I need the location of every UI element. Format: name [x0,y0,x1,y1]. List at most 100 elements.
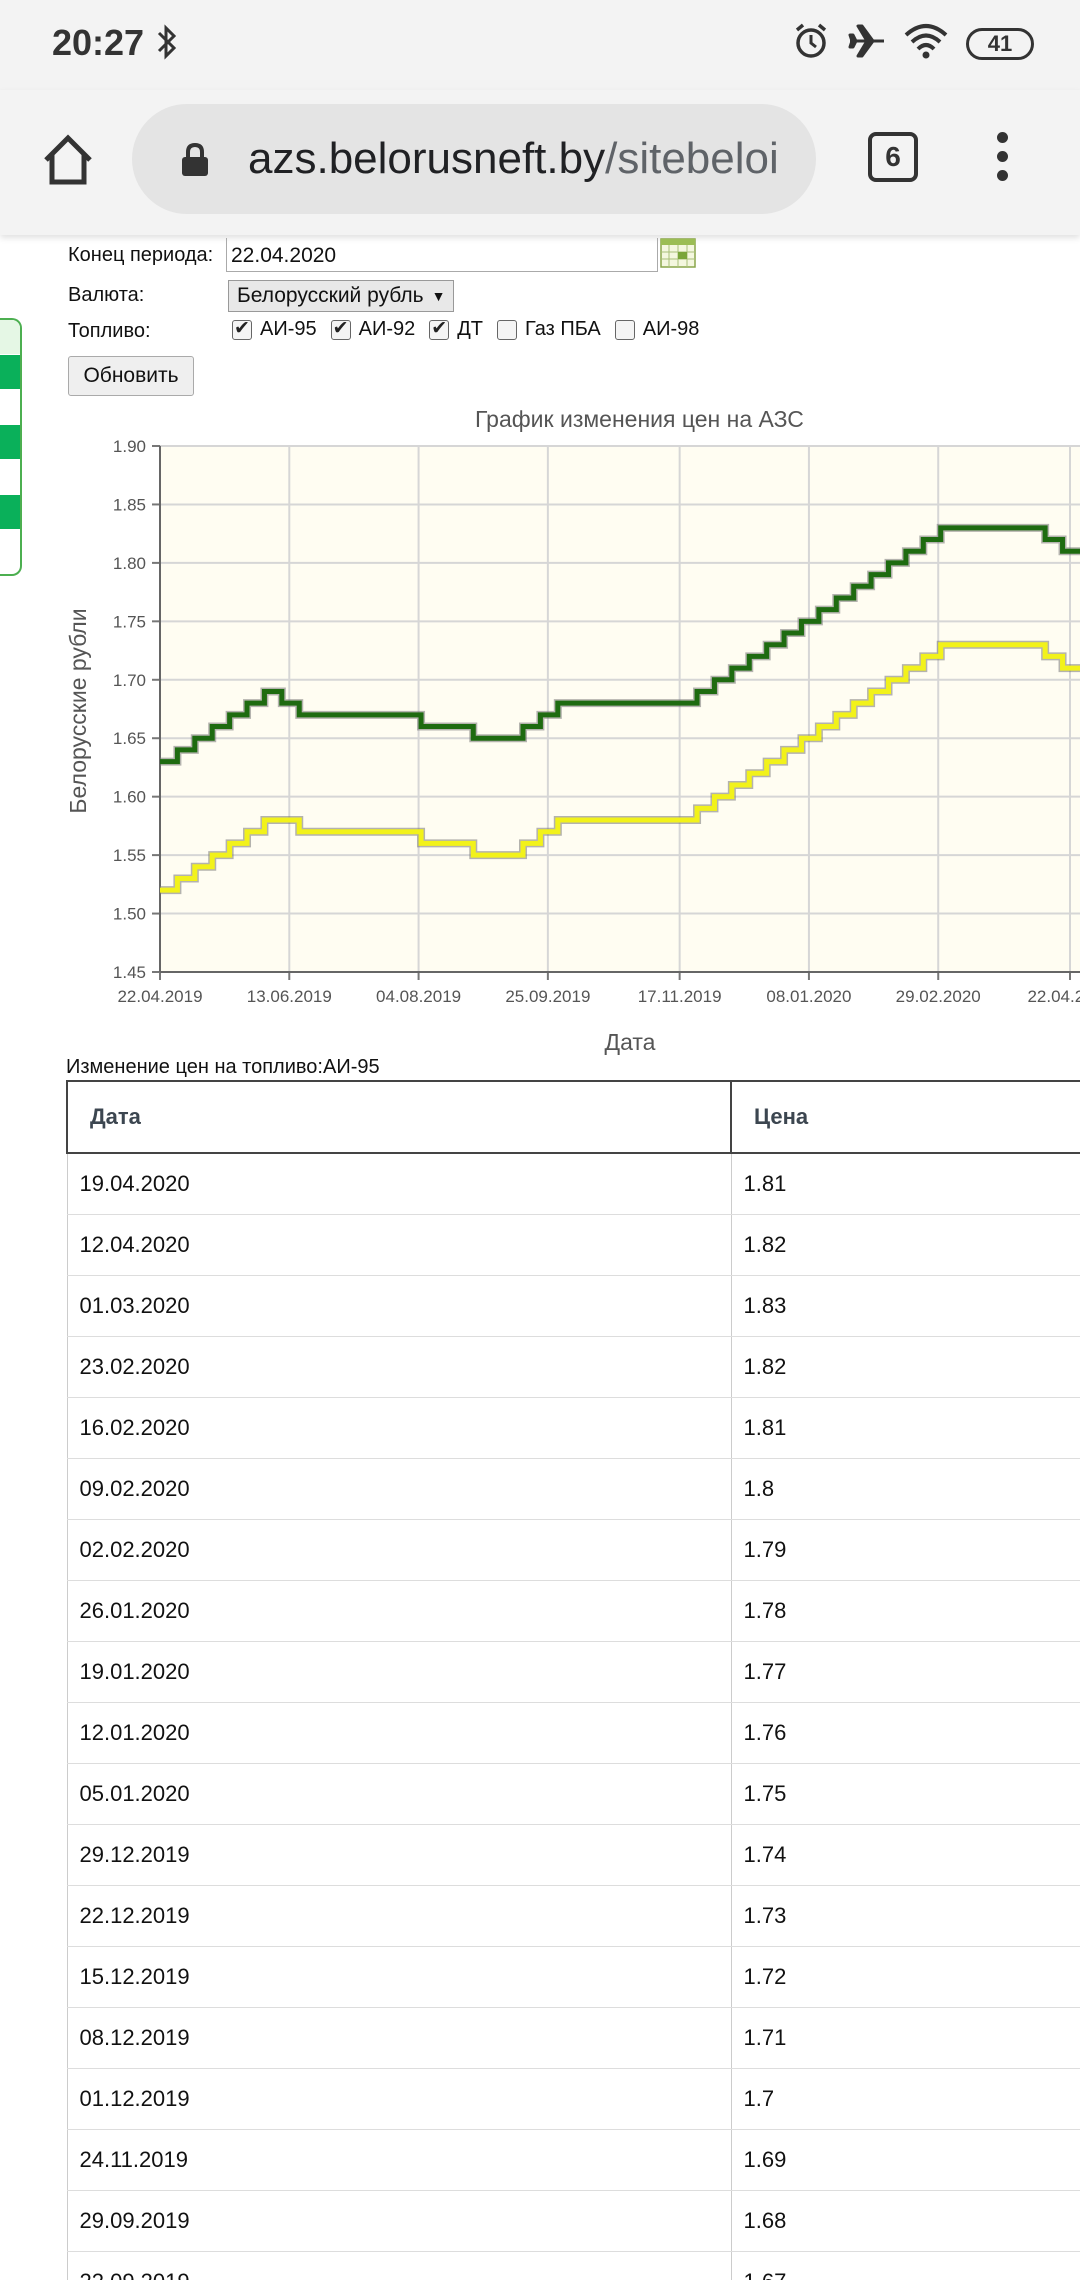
url-text: azs.belorusneft.by/sitebeloi [248,134,808,184]
fuel-checkboxes: АИ-95 АИ-92 ДТ Газ ПБА АИ-98 [232,317,713,341]
url-bar[interactable]: azs.belorusneft.by/sitebeloi [132,104,816,214]
status-bar: 20:27 41 [0,0,1080,90]
bluetooth-icon [156,24,178,65]
x-tick-label: 08.01.2020 [766,987,851,1006]
table-row: 02.02.2020 1.79 [66,1519,1080,1581]
table-row: 26.01.2020 1.78 [66,1580,1080,1642]
currency-value: Белорусский рубль [237,284,424,307]
table-body: 19.04.2020 1.81 12.04.2020 1.82 01.03.2020 1.… [66,1153,1080,2280]
side-panel-tab[interactable] [0,318,22,576]
column-header-price[interactable]: Цена [730,1080,1080,1154]
checkbox-ai98[interactable] [614,319,635,340]
table-row: 12.04.2020 1.82 [66,1214,1080,1276]
fuel-option-label: АИ-92 [358,318,416,340]
y-tick-label: 1.90 [113,437,146,456]
cell-price: 1.82 [730,1336,1080,1398]
cell-date: 19.01.2020 [66,1641,732,1703]
cell-date: 29.12.2019 [66,1824,732,1886]
fuel-option-label: АИ-98 [642,318,700,340]
table-row: 22.12.2019 1.73 [66,1885,1080,1947]
cell-date: 24.11.2019 [66,2129,732,2191]
y-tick-label: 1.60 [113,788,146,807]
cell-date: 08.12.2019 [66,2007,732,2069]
cell-price: 1.68 [730,2190,1080,2252]
y-tick-label: 1.55 [113,846,146,865]
cell-price: 1.71 [730,2007,1080,2069]
cell-price: 1.74 [730,1824,1080,1886]
cell-date: 01.12.2019 [66,2068,732,2130]
cell-price: 1.82 [730,1214,1080,1276]
refresh-button[interactable]: Обновить [68,356,194,396]
table-row: 29.12.2019 1.74 [66,1824,1080,1886]
y-tick-label: 1.80 [113,554,146,573]
checkbox-ai92[interactable] [330,317,351,340]
table-row: 19.04.2020 1.81 [66,1153,1080,1215]
checkbox-gas[interactable] [497,319,518,340]
chart-title: График изменения цен на АЗС [475,406,804,432]
cell-date: 12.04.2020 [66,1214,732,1276]
browser-toolbar: azs.belorusneft.by/sitebeloi 6 [0,90,1080,235]
cell-date: 22.09.2019 [66,2251,732,2280]
cell-price: 1.75 [730,1763,1080,1825]
y-tick-label: 1.45 [113,963,146,982]
overflow-menu-icon[interactable] [990,132,1014,188]
fuel-option-ai95[interactable]: АИ-95 [232,317,317,341]
calendar-icon[interactable] [660,238,696,268]
table-row: 29.09.2019 1.68 [66,2190,1080,2252]
fuel-option-ai98[interactable]: АИ-98 [614,318,700,341]
cell-date: 02.02.2020 [66,1519,732,1581]
dropdown-arrow-icon: ▼ [431,288,446,304]
table-row: 24.11.2019 1.69 [66,2129,1080,2191]
x-tick-label: 29.02.2020 [896,987,981,1006]
cell-price: 1.79 [730,1519,1080,1581]
x-axis-title: Дата [605,1029,656,1055]
y-tick-label: 1.75 [113,612,146,631]
checkbox-dt[interactable] [429,317,450,340]
fuel-option-gas[interactable]: Газ ПБА [497,318,601,341]
price-chart-svg: 1.90 1.85 1.80 1.75 1.70 1.65 1.60 1.55 1.50 1.45… [65,437,1080,1055]
fuel-label: Топливо: [68,320,151,342]
fuel-option-ai92[interactable]: АИ-92 [330,317,416,341]
series-line [160,525,1080,765]
y-tick-label: 1.50 [113,905,146,924]
cell-date: 01.03.2020 [66,1275,732,1337]
alarm-icon [792,22,830,65]
cell-date: 23.02.2020 [66,1336,732,1398]
cell-price: 1.83 [730,1275,1080,1337]
cell-date: 05.01.2020 [66,1763,732,1825]
column-header-date[interactable]: Дата [66,1080,732,1154]
home-icon[interactable] [38,130,98,190]
table-row: 23.02.2020 1.82 [66,1336,1080,1398]
url-host: azs.belorusneft.by [248,134,606,183]
cell-price: 1.76 [730,1702,1080,1764]
cell-date: 16.02.2020 [66,1397,732,1459]
price-table: Дата Цена 19.04.2020 1.81 12.04.2020 1.82 01… [66,1080,1080,2280]
cell-date: 15.12.2019 [66,1946,732,2008]
period-end-input[interactable]: 22.04.2020 [226,238,658,272]
x-tick-label: 13.06.2019 [247,987,332,1006]
cell-date: 29.09.2019 [66,2190,732,2252]
wifi-icon [904,23,948,64]
url-path: /sitebeloi [605,134,779,183]
status-time: 20:27 [52,22,145,63]
x-tick-label: 22.04.2019 [117,987,202,1006]
cell-price: 1.81 [730,1153,1080,1215]
fuel-option-label: ДТ [457,318,484,340]
x-tick-label: 04.08.2019 [376,987,461,1006]
cell-price: 1.8 [730,1458,1080,1520]
cell-price: 1.77 [730,1641,1080,1703]
tab-switcher-button[interactable]: 6 [868,132,918,182]
y-tick-label: 1.85 [113,495,146,514]
table-row: 01.12.2019 1.7 [66,2068,1080,2130]
table-row: 09.02.2020 1.8 [66,1458,1080,1520]
cell-price: 1.69 [730,2129,1080,2191]
table-row: 12.01.2020 1.76 [66,1702,1080,1764]
cell-price: 1.7 [730,2068,1080,2130]
battery-icon: 41 [966,27,1034,60]
checkbox-ai95[interactable] [232,317,252,340]
airplane-icon [848,22,886,65]
table-row: 19.01.2020 1.77 [66,1641,1080,1703]
currency-select[interactable]: Белорусский рубль ▼ [228,280,455,312]
fuel-option-dt[interactable]: ДТ [429,317,484,341]
